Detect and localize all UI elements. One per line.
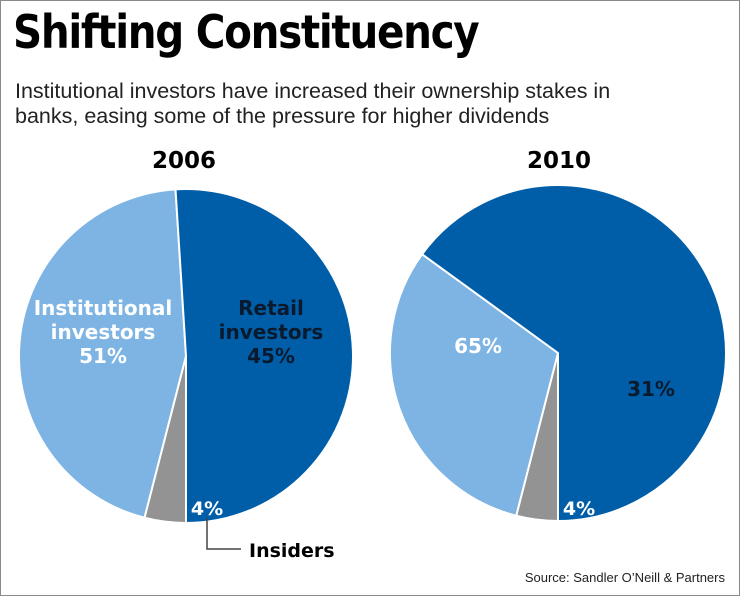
slice-label-2006-institutional-investors: Institutional investors 51% [34, 296, 173, 368]
slice-label-2010-retail-investors: 31% [627, 377, 675, 401]
slice-2010-institutional-investors [421, 184, 727, 522]
slice-2006-institutional-investors [174, 188, 354, 524]
pie-2006-title: 2006 [151, 148, 216, 174]
pie-2006: Institutional investors 51% Retail investors… [18, 188, 354, 562]
slice-2006-retail-investors [18, 188, 187, 519]
slice-label-2010-institutional-investors: 65% [454, 334, 502, 358]
slice-label-2006-insiders: 4% [191, 498, 223, 520]
pie-2010: 65% 31% 4% [389, 184, 727, 522]
source-note: Source: Sandler O’Neill & Partners [524, 570, 725, 585]
subtitle-line-2: banks, easing some of the pressure for h… [15, 104, 550, 128]
subtitle-line-1: Institutional investors have increased t… [15, 79, 611, 103]
chart-subtitle: Institutional investors have increased t… [15, 79, 715, 129]
callout-line-2006 [206, 518, 241, 550]
pie-2010-title: 2010 [526, 148, 591, 174]
slice-label-2006-retail-investors: Retail investors 45% [219, 296, 324, 368]
callout-label-2006: Insiders [249, 540, 335, 562]
slice-label-2010-insiders: 4% [563, 498, 595, 520]
slice-2010-retail-investors [389, 253, 559, 517]
chart-title: Shifting Constituency [13, 5, 480, 59]
